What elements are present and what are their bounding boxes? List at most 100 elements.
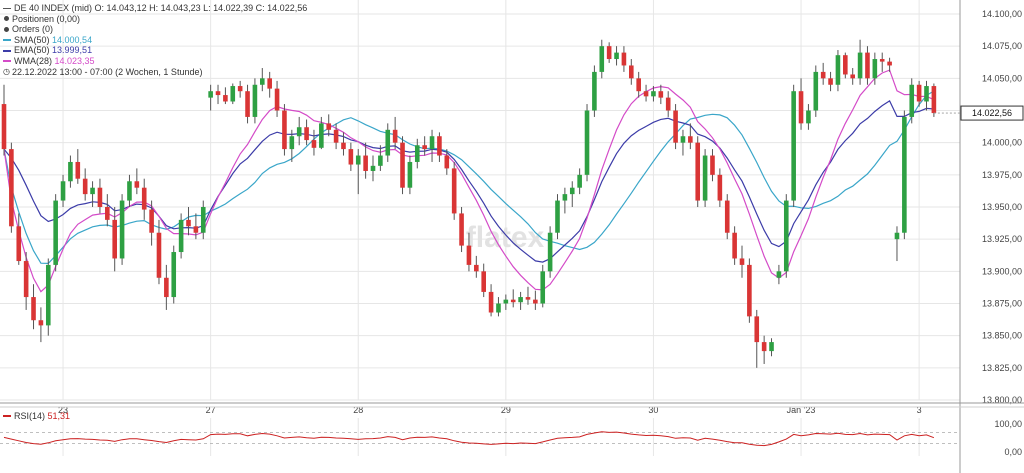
candle-down	[186, 207, 191, 236]
legend-positions-row[interactable]: Positionen (0,00)	[3, 14, 307, 25]
candle-body	[156, 232, 162, 278]
y-tick-label: 13.975,00	[982, 170, 1022, 180]
candle-body	[82, 178, 88, 195]
candle-body	[193, 226, 199, 233]
candle-body	[208, 91, 213, 98]
y-tick-label: 14.075,00	[982, 41, 1022, 51]
candle-body	[326, 123, 332, 130]
candle-body	[437, 136, 442, 156]
candle-down	[1, 84, 7, 156]
candle-down	[193, 213, 199, 240]
candle-body	[783, 200, 789, 272]
candle-body	[385, 129, 391, 156]
candle-down	[850, 68, 855, 85]
candle-up	[791, 84, 796, 207]
candle-body	[127, 181, 132, 201]
candle-body	[702, 155, 708, 201]
candle-up	[289, 129, 295, 162]
candle-up	[45, 258, 51, 336]
candle-body	[459, 213, 464, 246]
candle-body	[569, 187, 575, 195]
candle-up	[208, 84, 213, 111]
candle-down	[533, 290, 538, 310]
legend-ema-row[interactable]: EMA(50) 13.999,51	[3, 45, 307, 56]
candle-body	[105, 207, 110, 220]
candle-body	[806, 110, 811, 124]
candle-body	[916, 84, 922, 102]
candle-up	[783, 194, 789, 278]
candle-body	[134, 181, 140, 188]
candle-body	[164, 277, 169, 298]
ohlc-readout: O: 14.043,12 H: 14.043,23 L: 14.022,39 C…	[94, 3, 308, 13]
candle-body	[414, 145, 420, 162]
candle-body	[9, 149, 14, 227]
candle-down	[820, 62, 826, 85]
legend-orders-row[interactable]: Orders (0)	[3, 24, 307, 35]
clock-icon: ◷	[3, 66, 10, 76]
candle-body	[769, 342, 774, 352]
candle-up	[230, 83, 236, 105]
candle-down	[274, 80, 280, 117]
candle-body	[577, 174, 582, 188]
candle-up	[178, 213, 184, 259]
rsi-value: 51,31	[47, 411, 71, 421]
candle-down	[916, 80, 922, 107]
candle-down	[710, 149, 715, 182]
rsi-label: RSI(14)	[14, 411, 46, 421]
wma-swatch	[3, 60, 11, 63]
y-tick-label: 13.850,00	[982, 331, 1022, 341]
candle-body	[857, 52, 863, 79]
orders-label: Orders (0)	[12, 24, 54, 35]
x-tick-label: 28	[353, 405, 363, 415]
candle-down	[215, 84, 221, 105]
y-tick-label: 13.925,00	[982, 234, 1022, 244]
candle-up	[909, 78, 915, 124]
candle-body	[68, 161, 73, 182]
candle-body	[924, 86, 929, 102]
candle-down	[739, 245, 745, 278]
legend-sma-row[interactable]: SMA(50) 14.000,54	[3, 35, 307, 46]
candle-up	[319, 116, 324, 150]
candle-body	[879, 59, 885, 62]
candle-down	[31, 284, 36, 330]
period-label: 22.12.2022 13:00 - 07:00 (2 Wochen, 1 St…	[11, 66, 203, 77]
candle-down	[392, 116, 398, 150]
candle-body	[1, 104, 7, 150]
candle-up	[776, 264, 782, 285]
candle-up	[385, 123, 391, 162]
rsi-legend[interactable]: RSI(14) 51,31	[3, 411, 70, 421]
candle-body	[466, 245, 472, 265]
candle-body	[525, 297, 531, 300]
candle-body	[282, 110, 287, 150]
candle-body	[828, 78, 833, 85]
candle-body	[540, 271, 546, 304]
candle-down	[97, 178, 103, 214]
y-tick-label: 13.900,00	[982, 266, 1022, 276]
candle-down	[606, 42, 612, 63]
candle-down	[141, 178, 147, 220]
candle-up	[407, 155, 413, 195]
candle-body	[614, 52, 619, 60]
candle-up	[496, 297, 501, 317]
candle-body	[53, 200, 58, 265]
y-tick-label: 14.050,00	[982, 73, 1022, 83]
candle-body	[503, 299, 509, 304]
candle-body	[518, 297, 523, 303]
candle-up	[680, 129, 686, 156]
candle-body	[732, 232, 737, 259]
candle-down	[931, 83, 937, 117]
candle-body	[813, 71, 819, 111]
orders-dot-icon	[4, 26, 9, 32]
candle-down	[525, 286, 531, 305]
candle-body	[296, 127, 302, 137]
last-price-label: 14.022,56	[972, 108, 1012, 118]
x-tick-label: 27	[206, 405, 216, 415]
candle-down	[761, 335, 767, 364]
legend-wma-row[interactable]: WMA(28) 14.023,35	[3, 56, 307, 67]
x-tick-label: 30	[648, 405, 658, 415]
candle-down	[459, 207, 464, 253]
ema-swatch	[3, 49, 11, 52]
candle-body	[75, 161, 81, 179]
candle-body	[451, 168, 457, 214]
